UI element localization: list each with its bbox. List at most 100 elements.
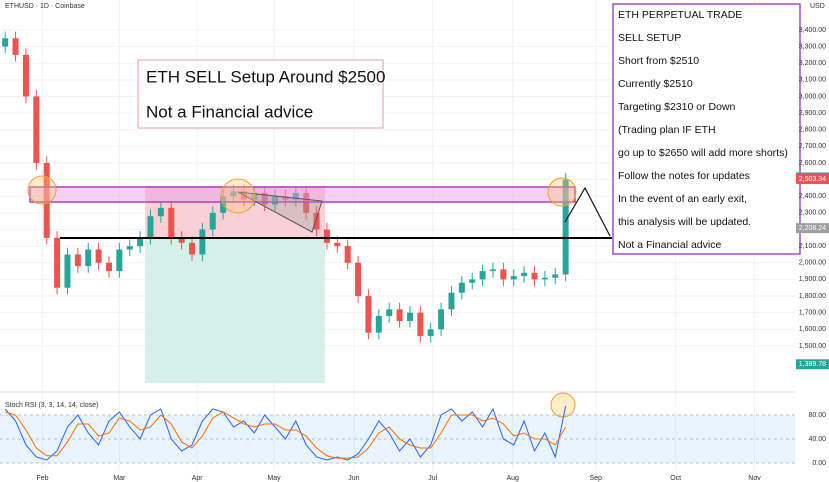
indicator-title: Stoch RSI (3, 3, 14, 14, close): [5, 402, 98, 409]
candle-body: [282, 196, 289, 200]
annotation-box: [137, 59, 384, 129]
candle-body: [510, 276, 517, 280]
y-tick-label: 2,600.00: [799, 160, 826, 167]
candle-body: [406, 312, 413, 321]
x-tick-label: Nov: [748, 475, 761, 482]
x-tick-label: Jul: [428, 475, 437, 482]
candle-body: [147, 216, 154, 238]
y-tick-label: 1,700.00: [799, 310, 826, 317]
candle-body: [137, 237, 144, 247]
y-tick-label: 2,800.00: [799, 127, 826, 134]
candle-body: [209, 212, 216, 230]
candle-body: [500, 269, 507, 280]
y-tick-label: 2,000.00: [799, 260, 826, 267]
annotation: Not a Financial advice: [146, 102, 313, 121]
candle-body: [251, 192, 258, 200]
candle-body: [292, 192, 299, 200]
highlight: [547, 177, 577, 207]
y-tick-label: 3,400.00: [799, 27, 826, 34]
candle-body: [157, 207, 164, 217]
y-tick-label: 1,800.00: [799, 293, 826, 300]
note-line: (Trading plan IF ETH: [618, 124, 716, 136]
candle-body: [396, 309, 403, 321]
candle-body: [303, 192, 310, 213]
price-tag-label: 1,389.78: [799, 361, 826, 368]
indicator-tick-label: 80.00: [808, 412, 826, 419]
candle-body: [116, 249, 123, 272]
y-tick-label: 1,600.00: [799, 326, 826, 333]
candle-body: [22, 54, 29, 97]
notes: ETH PERPETUAL TRADE SELL SETUP Short from …: [618, 9, 788, 251]
axis-unit: USD: [810, 3, 825, 10]
x-tick-label: Oct: [670, 475, 681, 482]
note-line: Short from $2510: [618, 55, 699, 67]
y-tick-label: 2,100.00: [799, 243, 826, 250]
candle-body: [334, 242, 341, 247]
note-line: Targeting $2310 or Down: [618, 101, 735, 113]
y-tick-label: 2,900.00: [799, 110, 826, 117]
candle-body: [43, 162, 50, 238]
highlight: [550, 392, 576, 418]
candle-body: [323, 229, 330, 243]
x-tick-label: May: [267, 475, 281, 482]
x-tick-label: Feb: [37, 475, 49, 482]
candle-body: [178, 237, 185, 243]
candle-body: [74, 254, 81, 267]
y-tick-label: 3,100.00: [799, 77, 826, 84]
candle-body: [427, 329, 434, 336]
y-tick-label: 1,500.00: [799, 343, 826, 350]
y-tick-label: 2,400.00: [799, 193, 826, 200]
candle-body: [105, 262, 112, 272]
indicator-tick-label: 0.00: [812, 460, 826, 467]
candle-body: [552, 274, 559, 278]
candle-body: [438, 309, 445, 330]
candle-body: [469, 279, 476, 283]
symbol-header: ETHUSD · 1D · Coinbase: [5, 3, 85, 10]
candle-body: [386, 309, 393, 316]
wedge-pattern: [237, 191, 323, 233]
candle-body: [64, 254, 71, 288]
y-tick-label: 2,700.00: [799, 143, 826, 150]
candles: [2, 31, 569, 343]
indicator-line: [5, 411, 567, 459]
candle-body: [521, 272, 528, 277]
candle-body: [531, 272, 538, 280]
note-line: go up to $2650 will add more shorts): [618, 147, 788, 159]
price-tag-label: 2,503.34: [799, 176, 826, 183]
candle-body: [417, 312, 424, 336]
candle-body: [85, 249, 92, 267]
candle-body: [199, 229, 206, 255]
x-tick-label: Jun: [348, 475, 359, 482]
candle-body: [2, 38, 9, 47]
price-tag: [796, 359, 829, 370]
note-line: Follow the notes for updates: [618, 170, 750, 182]
candle-body: [272, 196, 279, 205]
candle-body: [344, 246, 351, 263]
annotation: ETH SELL Setup Around $2500: [146, 67, 385, 86]
candle-body: [489, 269, 496, 272]
x-tick-label: Sep: [589, 475, 602, 482]
projection-arrow: [564, 186, 611, 237]
candle-body: [479, 271, 486, 280]
price-tag: [796, 174, 829, 185]
candle-body: [54, 237, 61, 288]
candle-body: [33, 96, 40, 163]
candle-body: [189, 242, 196, 255]
note-line: SELL SETUP: [618, 32, 681, 44]
candle-body: [375, 315, 382, 333]
candle-body: [562, 179, 569, 275]
note-line: this analysis will be updated.: [618, 216, 751, 228]
note-line: ETH PERPETUAL TRADE: [618, 9, 742, 21]
note-line: Not a Financial advice: [618, 239, 721, 251]
candle-body: [313, 212, 320, 230]
highlight: [27, 175, 57, 205]
y-tick-label: 1,900.00: [799, 276, 826, 283]
candle-body: [12, 38, 19, 55]
highlight: [220, 178, 256, 214]
candle-body: [230, 191, 237, 197]
candle-body: [261, 192, 268, 205]
resistance-zone: [29, 186, 576, 203]
price-tag: [796, 223, 829, 234]
candle-body: [448, 292, 455, 310]
candle-body: [365, 296, 372, 333]
